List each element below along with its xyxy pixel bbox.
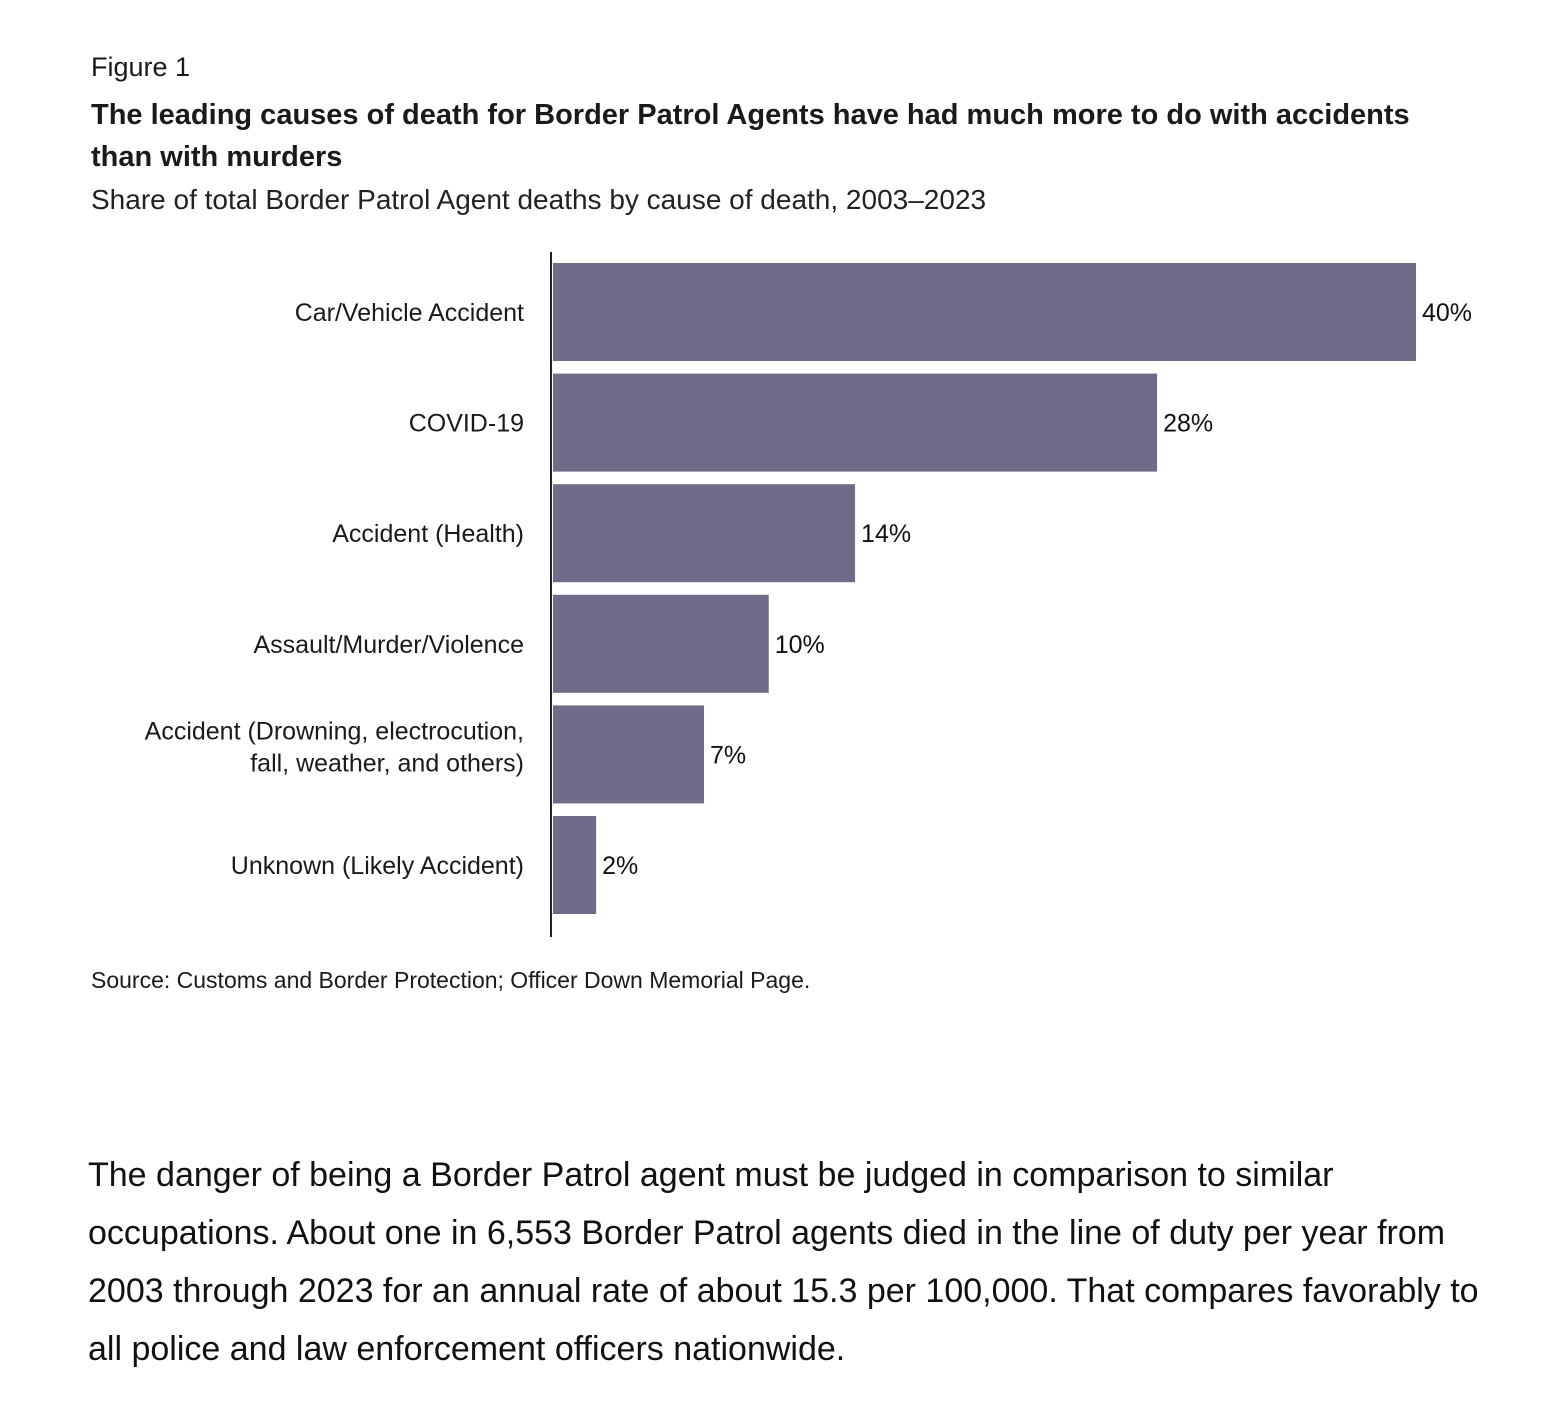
bar: [553, 816, 597, 914]
value-label: 28%: [1163, 410, 1213, 438]
source-note: Source: Customs and Border Protection; O…: [91, 967, 811, 993]
category-label: Accident (Drowning, electrocution,: [145, 717, 524, 745]
category-label: Unknown (Likely Accident): [231, 852, 524, 880]
category-label: Car/Vehicle Accident: [295, 299, 524, 327]
category-label: Assault/Murder/Violence: [253, 631, 524, 659]
value-label: 40%: [1422, 299, 1472, 327]
value-label: 7%: [710, 741, 746, 769]
chart-title: The leading causes of death for Border P…: [91, 99, 1410, 173]
figure-label: Figure 1: [91, 52, 191, 82]
bar: [553, 594, 769, 693]
bar-chart: 40% Car/Vehicle Accident 28% COVID-19 14% Acc…: [145, 252, 1472, 937]
bar: [553, 373, 1158, 472]
category-label: fall, weather, and others): [250, 749, 524, 777]
bar: [553, 484, 856, 583]
bar: [553, 705, 705, 804]
category-label: Accident (Health): [332, 520, 524, 548]
body-paragraph: The danger of being a Border Patrol agen…: [88, 1156, 1479, 1368]
value-label: 10%: [775, 631, 825, 659]
value-label: 2%: [602, 852, 638, 880]
value-label: 14%: [861, 520, 911, 548]
category-label: COVID-19: [409, 410, 524, 438]
chart-subtitle: Share of total Border Patrol Agent death…: [91, 184, 987, 215]
bar: [553, 263, 1416, 361]
